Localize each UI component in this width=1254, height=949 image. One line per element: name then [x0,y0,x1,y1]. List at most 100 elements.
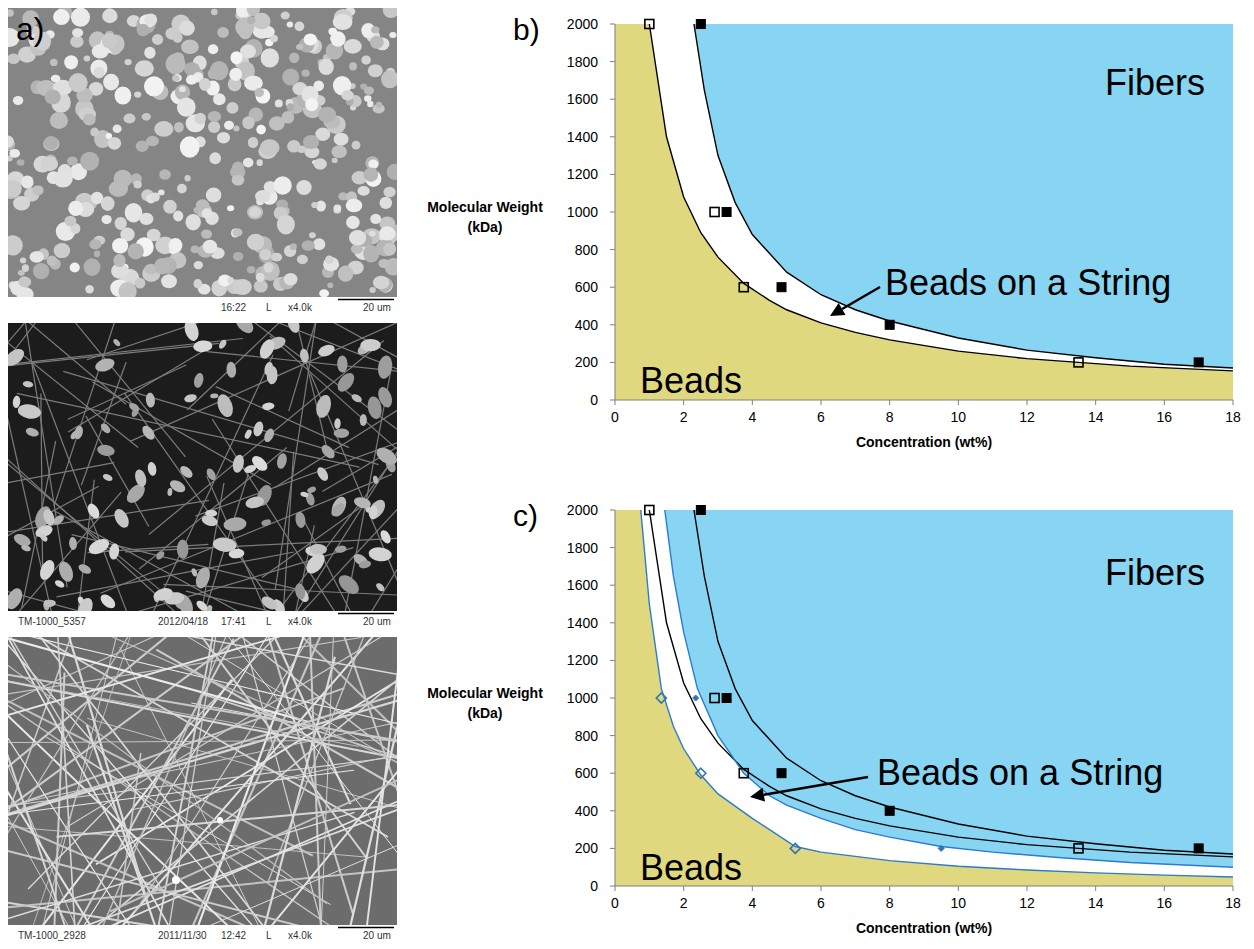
fiber [238,657,335,925]
bead [85,502,101,521]
bead [242,116,255,129]
bead [20,543,31,552]
y-axis-title-line: Molecular Weight [427,685,543,701]
boundary-curve [694,510,1233,854]
bead [358,559,372,569]
bead [309,232,316,238]
fiber [207,476,295,611]
bead [297,255,308,264]
bead [144,76,164,96]
x-tick [752,886,753,891]
bead [334,418,341,429]
bead [173,74,182,82]
bead [379,226,396,240]
region-label: Beads on a String [877,752,1163,793]
bead [287,140,300,153]
x-tick-label: 14 [1088,409,1104,425]
x-tick [1164,886,1165,891]
bead [203,240,218,254]
boundary-curve [665,510,1233,867]
bead [334,204,342,211]
bead [199,78,211,91]
y-tick [610,510,615,511]
caption-text: L [266,930,272,941]
caption-text: 20 um [363,302,391,313]
bead [194,261,203,269]
y-tick-label: 400 [575,317,599,333]
bead [328,28,337,35]
bead [178,464,195,480]
bead [43,137,59,151]
y-tick [610,848,615,849]
bead [368,64,383,77]
bead [319,59,334,75]
bead [248,137,258,148]
bead [86,536,111,557]
plot-area [615,510,1233,886]
fiber [28,637,359,889]
x-tick-label: 12 [1019,895,1035,911]
bead [154,121,173,137]
bead [125,59,132,65]
bead [224,121,234,130]
x-tick-label: 8 [886,895,894,911]
bead [311,202,318,208]
bead [217,817,223,823]
fiber [331,664,397,925]
fiber [235,421,397,612]
x-tick-label: 4 [748,409,756,425]
bead [30,251,44,263]
data-point [656,693,666,703]
fiber [8,637,156,925]
y-tick-label: 800 [575,242,599,258]
bead [108,137,121,150]
bead [227,102,239,114]
region-label: Fibers [1105,552,1205,593]
fiber [225,323,398,423]
bead [180,136,200,157]
bead [360,414,367,426]
bead [186,75,197,85]
caption-text: 16:22 [221,302,246,313]
fiber [139,448,287,570]
bead [256,125,266,135]
bead [338,266,353,282]
y-tick-label: 2000 [567,16,598,32]
fiber [8,343,219,381]
caption-text: 12:42 [221,930,246,941]
region-label: Beads [640,360,742,401]
bead [335,572,362,598]
bead [206,188,222,203]
bead [383,187,395,197]
bead [344,39,362,54]
fiber [270,336,397,498]
fiber [268,637,397,883]
bead [217,338,227,350]
bead [144,13,157,26]
bead [93,356,116,374]
bead [179,21,195,36]
fiber [125,537,397,552]
y-tick-label: 600 [575,279,599,295]
bead [252,420,265,437]
x-axis-title: Concentration (wt%) [856,434,992,450]
fiber [309,481,397,611]
y-tick [610,547,615,548]
bead [99,422,112,435]
fiber [8,740,397,745]
bead [350,392,363,403]
bead [41,508,56,527]
x-tick-label: 0 [611,409,619,425]
bead [262,402,275,411]
y-tick-label: 0 [590,392,598,408]
bead [54,243,71,258]
fiber [68,365,186,419]
y-tick-label: 1200 [567,166,598,182]
bead [262,427,276,444]
bead [226,361,237,378]
bead [276,452,289,470]
bead [257,337,277,361]
fiber [8,637,359,746]
bead [367,101,373,107]
bead [64,216,76,227]
